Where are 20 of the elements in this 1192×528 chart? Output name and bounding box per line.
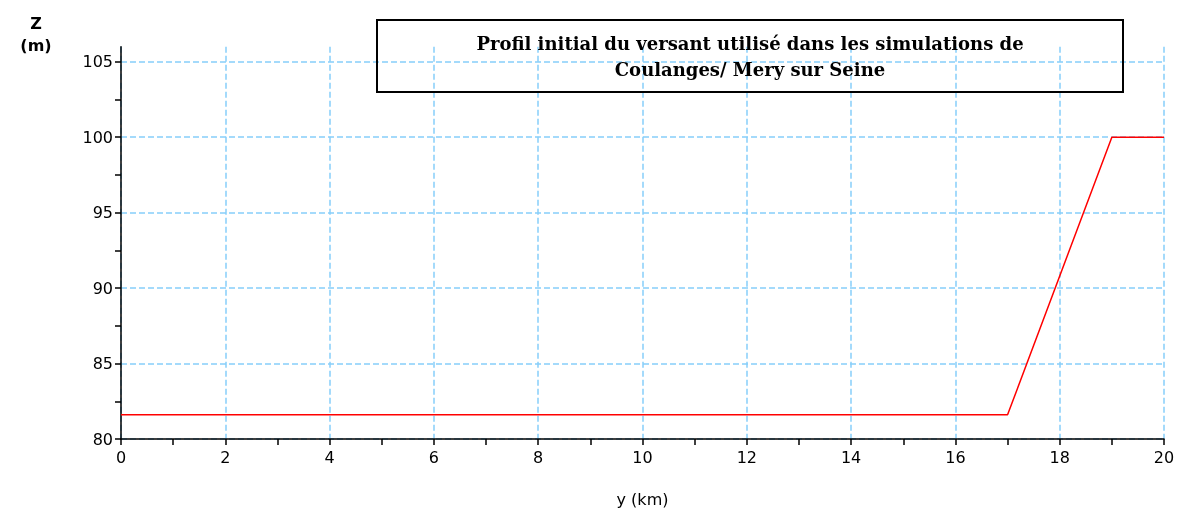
y-tick-label: 105 — [82, 52, 113, 72]
y-axis-title: Z (m) — [20, 14, 52, 56]
x-tick-label: 4 — [324, 447, 335, 467]
x-tick-label: 6 — [428, 447, 439, 467]
x-tick-label: 14 — [840, 447, 862, 467]
y-tick-label: 85 — [92, 354, 113, 374]
y-tick-label: 100 — [82, 127, 113, 147]
y-tick-label: 90 — [92, 278, 113, 298]
x-tick-label: 8 — [533, 447, 544, 467]
y-tick-label: 80 — [92, 429, 113, 449]
x-tick-label: 16 — [945, 447, 966, 467]
x-tick-label: 12 — [736, 447, 757, 467]
x-tick-label: 18 — [1049, 447, 1070, 467]
x-tick-label: 0 — [115, 447, 127, 467]
x-axis-title: y (km) — [616, 489, 669, 509]
chart-title: Profil initial du versant utilisé dans les simulations de Coulanges/ Mery sur Seine — [476, 32, 1024, 80]
x-tick-label: 10 — [632, 447, 653, 467]
x-tick-label: 2 — [220, 447, 231, 467]
y-tick-label: 95 — [92, 203, 113, 223]
x-tick-label: 20 — [1153, 447, 1175, 467]
